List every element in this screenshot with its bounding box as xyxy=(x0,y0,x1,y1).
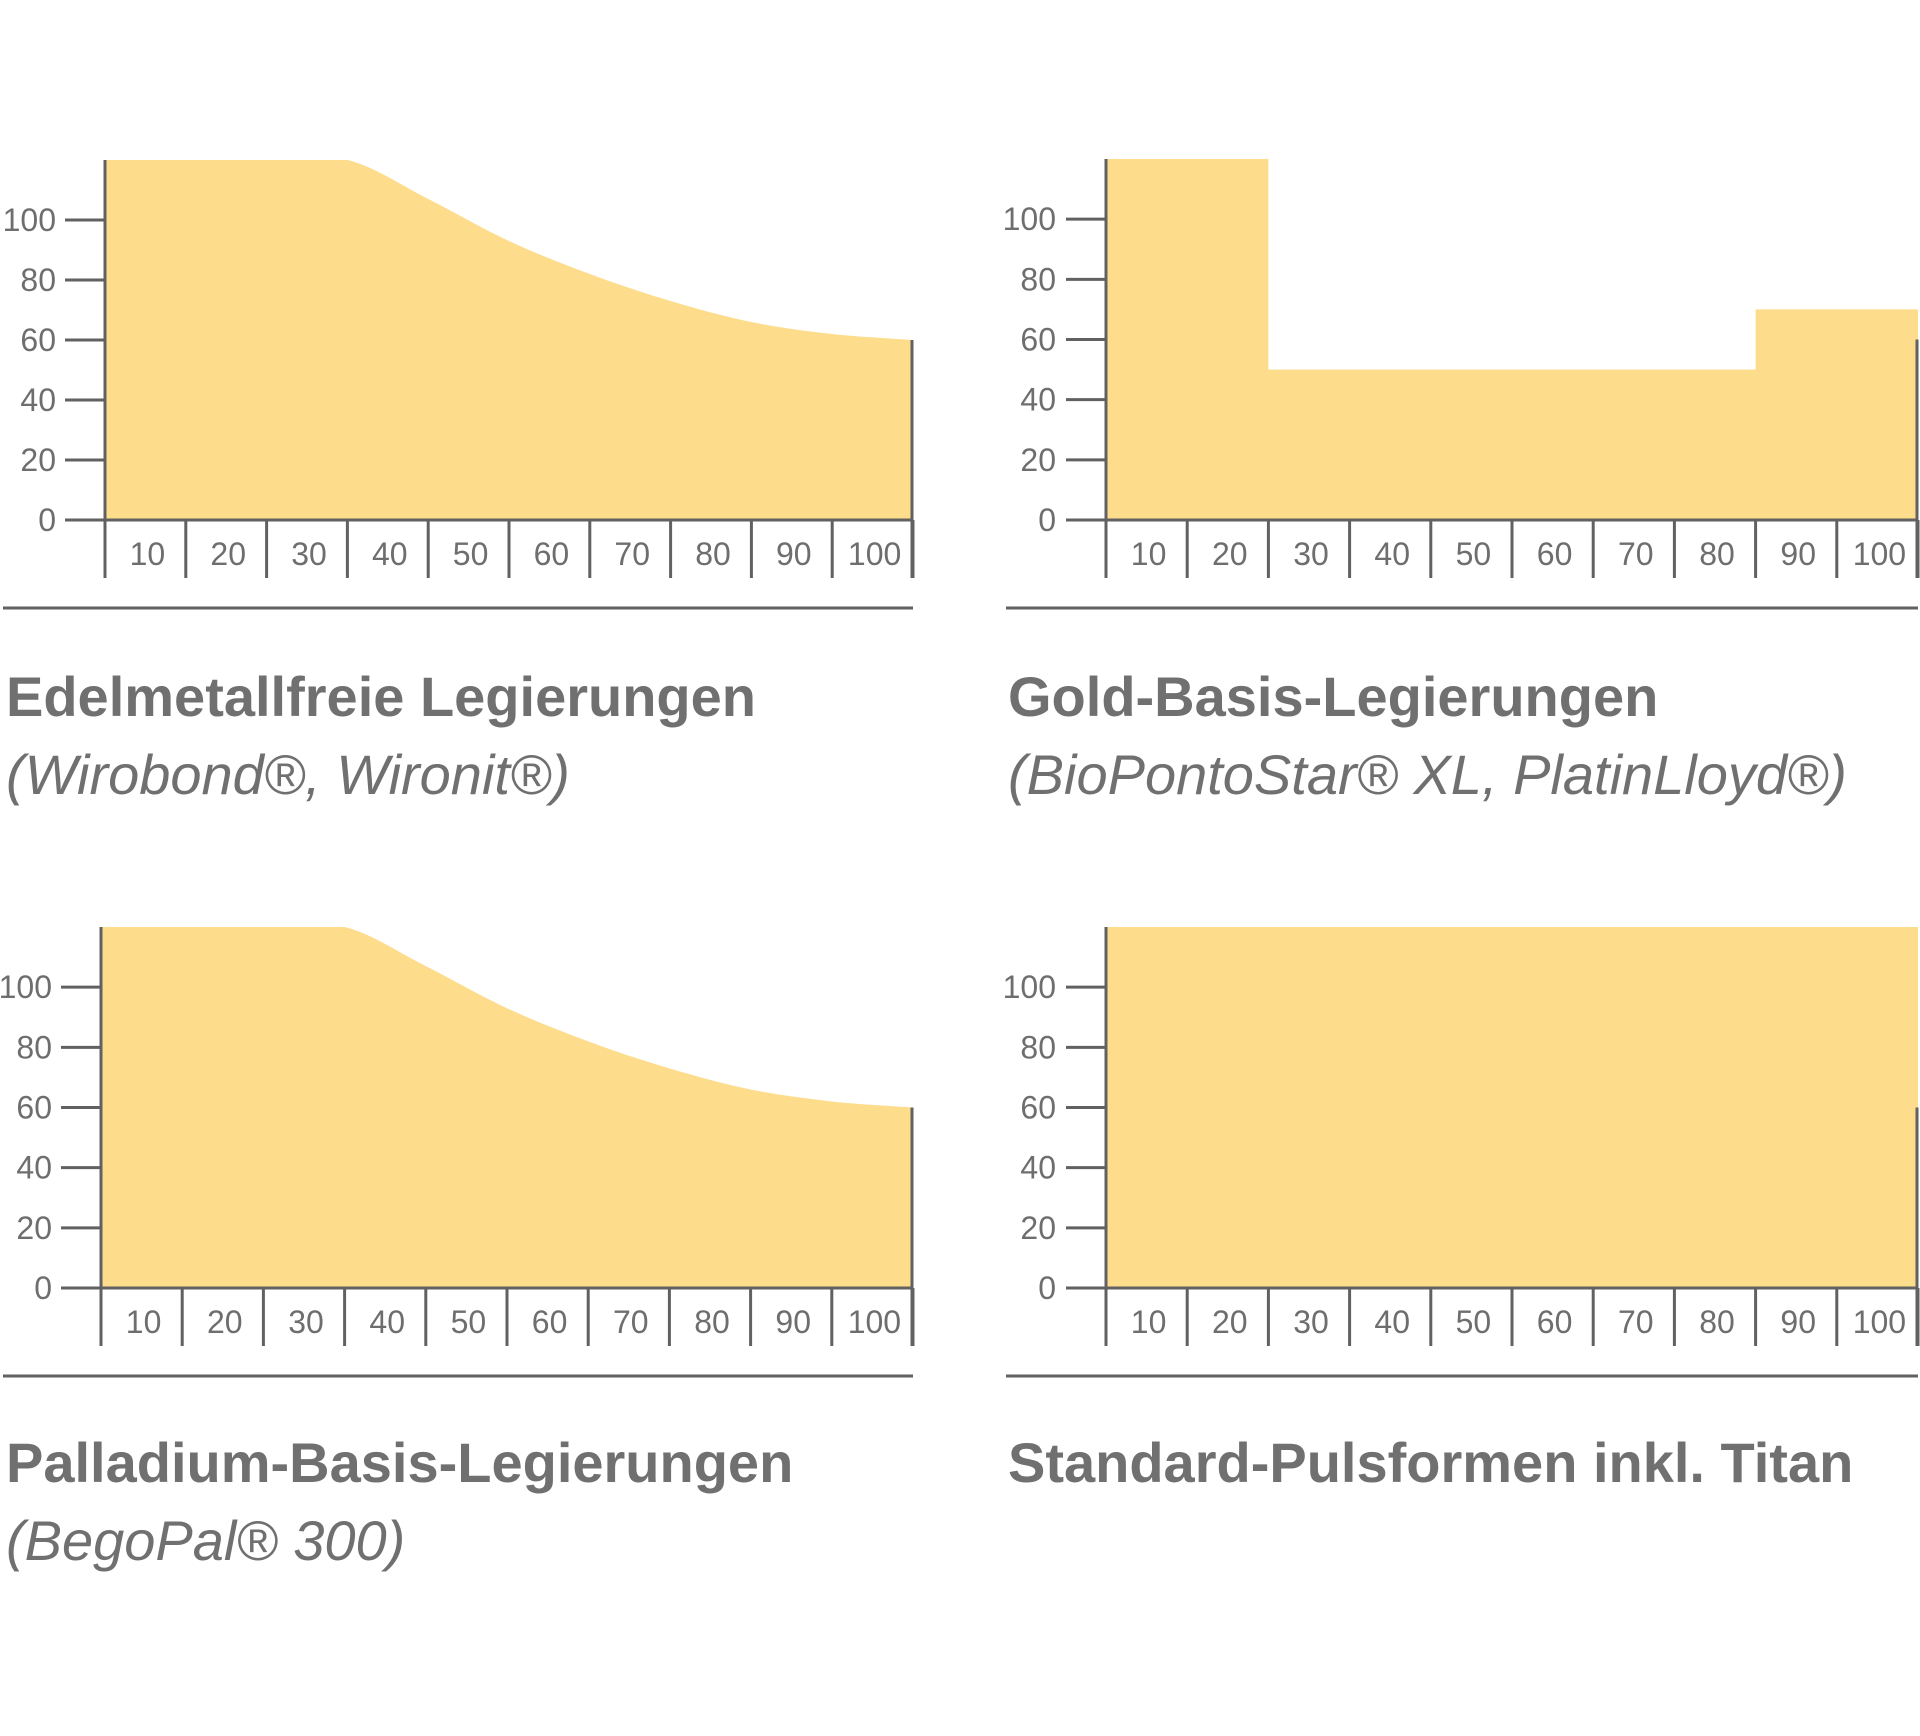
y-tick-label: 100 xyxy=(1003,969,1056,1005)
chart-title: Gold-Basis-Legierungen xyxy=(1008,665,1659,728)
x-tick-label: 60 xyxy=(534,536,570,572)
x-tick-label: 60 xyxy=(1537,1304,1573,1340)
y-tick-label: 80 xyxy=(1020,1029,1056,1065)
x-tick-label: 40 xyxy=(1374,1304,1410,1340)
area-fill xyxy=(105,160,913,520)
chart-title: Standard-Pulsformen inkl. Titan xyxy=(1008,1431,1854,1494)
x-tick-label: 10 xyxy=(1131,536,1167,572)
x-tick-label: 60 xyxy=(1537,536,1573,572)
x-tick-label: 90 xyxy=(776,536,812,572)
x-tick-label: 90 xyxy=(1780,536,1816,572)
chart-caption-gold-basis: Gold-Basis-Legierungen (BioPontoStar® XL… xyxy=(1008,664,1847,808)
x-tick-label: 30 xyxy=(1293,1304,1329,1340)
y-tick-label: 20 xyxy=(16,1210,52,1246)
chart-subtitle: (BioPontoStar® XL, PlatinLloyd®) xyxy=(1008,743,1847,806)
x-tick-label: 20 xyxy=(1212,1304,1248,1340)
x-tick-label: 100 xyxy=(848,536,901,572)
x-tick-label: 10 xyxy=(126,1304,162,1340)
y-tick-label: 20 xyxy=(1020,442,1056,478)
x-tick-label: 30 xyxy=(1293,536,1329,572)
chart-caption-standard-pulsformen: Standard-Pulsformen inkl. Titan xyxy=(1008,1430,1853,1508)
y-tick-label: 60 xyxy=(20,322,56,358)
y-tick-label: 20 xyxy=(20,442,56,478)
x-tick-label: 100 xyxy=(1853,536,1906,572)
y-tick-label: 40 xyxy=(1020,1150,1056,1186)
x-tick-label: 70 xyxy=(614,536,650,572)
y-tick-label: 60 xyxy=(16,1090,52,1126)
x-tick-label: 10 xyxy=(130,536,166,572)
x-tick-label: 80 xyxy=(695,536,731,572)
y-tick-label: 100 xyxy=(3,202,56,238)
y-tick-label: 40 xyxy=(20,382,56,418)
x-tick-label: 90 xyxy=(775,1304,811,1340)
x-tick-label: 100 xyxy=(848,1304,901,1340)
chart-title: Edelmetallfreie Legierungen xyxy=(6,665,756,728)
x-tick-label: 20 xyxy=(1212,536,1248,572)
x-tick-label: 50 xyxy=(1456,536,1492,572)
x-tick-label: 70 xyxy=(1618,536,1654,572)
x-tick-label: 50 xyxy=(1456,1304,1492,1340)
y-tick-label: 100 xyxy=(0,969,52,1005)
x-tick-label: 40 xyxy=(372,536,408,572)
y-tick-label: 0 xyxy=(38,502,56,538)
chart-title: Palladium-Basis-Legierungen xyxy=(6,1431,794,1494)
x-tick-label: 50 xyxy=(451,1304,487,1340)
chart-subtitle: (BegoPal® 300) xyxy=(6,1509,406,1572)
y-tick-label: 60 xyxy=(1020,322,1056,358)
y-tick-label: 80 xyxy=(20,262,56,298)
area-fill xyxy=(1106,159,1918,520)
x-tick-label: 70 xyxy=(1618,1304,1654,1340)
area-fill xyxy=(101,927,913,1288)
y-tick-label: 0 xyxy=(1038,502,1056,538)
x-tick-label: 20 xyxy=(207,1304,243,1340)
x-tick-label: 80 xyxy=(694,1304,730,1340)
chart-caption-palladium-basis: Palladium-Basis-Legierungen (BegoPal® 30… xyxy=(6,1430,793,1574)
x-tick-label: 30 xyxy=(291,536,327,572)
area-fill xyxy=(1106,927,1918,1288)
x-tick-label: 80 xyxy=(1699,1304,1735,1340)
x-tick-label: 20 xyxy=(210,536,246,572)
y-tick-label: 80 xyxy=(16,1029,52,1065)
x-tick-label: 60 xyxy=(532,1304,568,1340)
x-tick-label: 40 xyxy=(1374,536,1410,572)
x-tick-label: 100 xyxy=(1853,1304,1906,1340)
y-tick-label: 60 xyxy=(1020,1090,1056,1126)
y-tick-label: 0 xyxy=(1038,1270,1056,1306)
x-tick-label: 40 xyxy=(369,1304,405,1340)
y-tick-label: 20 xyxy=(1020,1210,1056,1246)
y-tick-label: 0 xyxy=(34,1270,52,1306)
chart-subtitle: (Wirobond®, Wironit®) xyxy=(6,743,570,806)
x-tick-label: 80 xyxy=(1699,536,1735,572)
y-tick-label: 100 xyxy=(1003,201,1056,237)
chart-caption-edelmetallfreie: Edelmetallfreie Legierungen (Wirobond®, … xyxy=(6,664,756,808)
y-tick-label: 40 xyxy=(1020,382,1056,418)
x-tick-label: 30 xyxy=(288,1304,324,1340)
x-tick-label: 70 xyxy=(613,1304,649,1340)
x-tick-label: 90 xyxy=(1780,1304,1816,1340)
y-tick-label: 40 xyxy=(16,1150,52,1186)
x-tick-label: 10 xyxy=(1131,1304,1167,1340)
y-tick-label: 80 xyxy=(1020,261,1056,297)
x-tick-label: 50 xyxy=(453,536,489,572)
